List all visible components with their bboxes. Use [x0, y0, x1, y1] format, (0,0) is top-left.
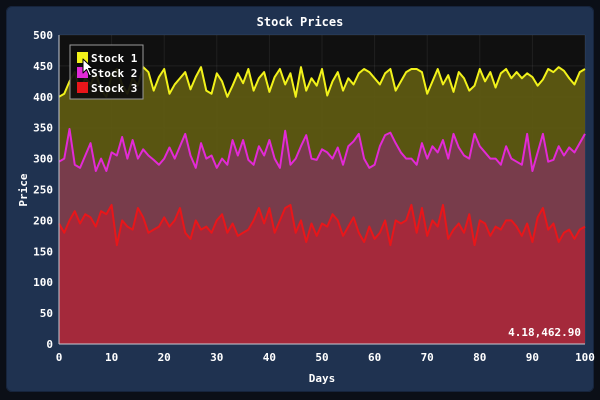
y-tick-label: 250: [33, 184, 53, 197]
chart-title: Stock Prices: [257, 15, 344, 29]
x-tick-label: 30: [210, 351, 223, 364]
y-tick-labels: 0 50 100 150 200 250 300 350 400 450 500: [33, 29, 53, 351]
series-2-line: [58, 127, 586, 172]
y-tick-label: 450: [33, 60, 53, 73]
y-axis-label: Price: [17, 173, 30, 206]
x-tick-label: 60: [368, 351, 381, 364]
y-tick-label: 150: [33, 245, 53, 258]
x-tick-label: 90: [526, 351, 539, 364]
y-tick-label: 100: [33, 276, 53, 289]
legend-swatch-3: [77, 82, 88, 93]
y-tick-label: 200: [33, 214, 53, 227]
x-tick-label: 10: [105, 351, 118, 364]
x-tick-label: 0: [56, 351, 63, 364]
legend-label-3: Stock 3: [91, 82, 137, 95]
mouse-cursor-icon: [82, 58, 94, 77]
legend: Stock 1 Stock 2 Stock 3: [69, 44, 144, 100]
y-tick-label: 500: [33, 29, 53, 42]
legend-label-2: Stock 2: [91, 67, 137, 80]
series-3-line: [58, 203, 586, 247]
x-tick-labels: 0 10 20 30 40 50 60 70 80 90 100: [56, 351, 595, 364]
x-tick-label: 50: [315, 351, 328, 364]
y-tick-label: 0: [46, 338, 53, 351]
legend-swatch-1: [77, 52, 88, 63]
y-tick-label: 350: [33, 122, 53, 135]
series-1-line: [58, 66, 586, 98]
series-lines: [58, 66, 586, 247]
coordinate-readout: 4.18,462.90: [508, 326, 581, 339]
x-tick-label: 20: [158, 351, 171, 364]
x-tick-label: 70: [421, 351, 434, 364]
series-fills: [59, 67, 585, 344]
x-tick-label: 80: [473, 351, 486, 364]
y-tick-label: 300: [33, 153, 53, 166]
x-tick-label: 100: [575, 351, 595, 364]
y-tick-label: 400: [33, 91, 53, 104]
x-tick-label: 40: [263, 351, 276, 364]
x-axis-label: Days: [309, 372, 336, 385]
y-tick-label: 50: [40, 307, 53, 320]
legend-label-1: Stock 1: [91, 52, 138, 65]
